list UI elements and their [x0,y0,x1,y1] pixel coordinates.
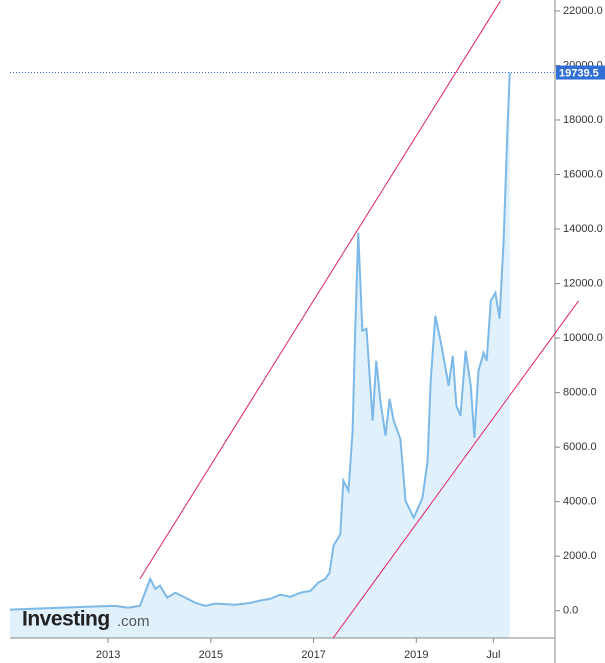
area [10,72,510,638]
x-tick-label: 2017 [301,649,325,661]
plot [9,72,511,638]
line [9,72,511,611]
y-tick-label: 6000.0 [563,441,597,453]
logo-brand: Investing [22,608,110,631]
x-tick-label: 2019 [404,649,428,661]
y-tick-label: 14000.0 [563,223,603,235]
x-tick-label: 2013 [96,649,120,661]
y-tick-label: 0.0 [563,605,578,617]
y-tick-label: 2000.0 [563,550,597,562]
y-tick-label: 8000.0 [563,387,597,399]
y-tick-label: 22000.0 [563,5,603,17]
y-tick-label: 16000.0 [563,168,603,180]
y-tick-label: 18000.0 [563,114,603,126]
y-tick-label: 10000.0 [563,332,603,344]
logo-suffix: .com [117,613,150,630]
last-value-flag [556,65,605,80]
y-tick-label: 4000.0 [563,496,597,508]
last-value-label: 19739.5 [559,67,599,79]
x-tick-label: Jul [486,649,500,661]
y-tick-label: 12000.0 [563,277,603,289]
trendline [139,0,501,580]
trendline [332,300,580,638]
x-tick-label: 2015 [199,649,223,661]
